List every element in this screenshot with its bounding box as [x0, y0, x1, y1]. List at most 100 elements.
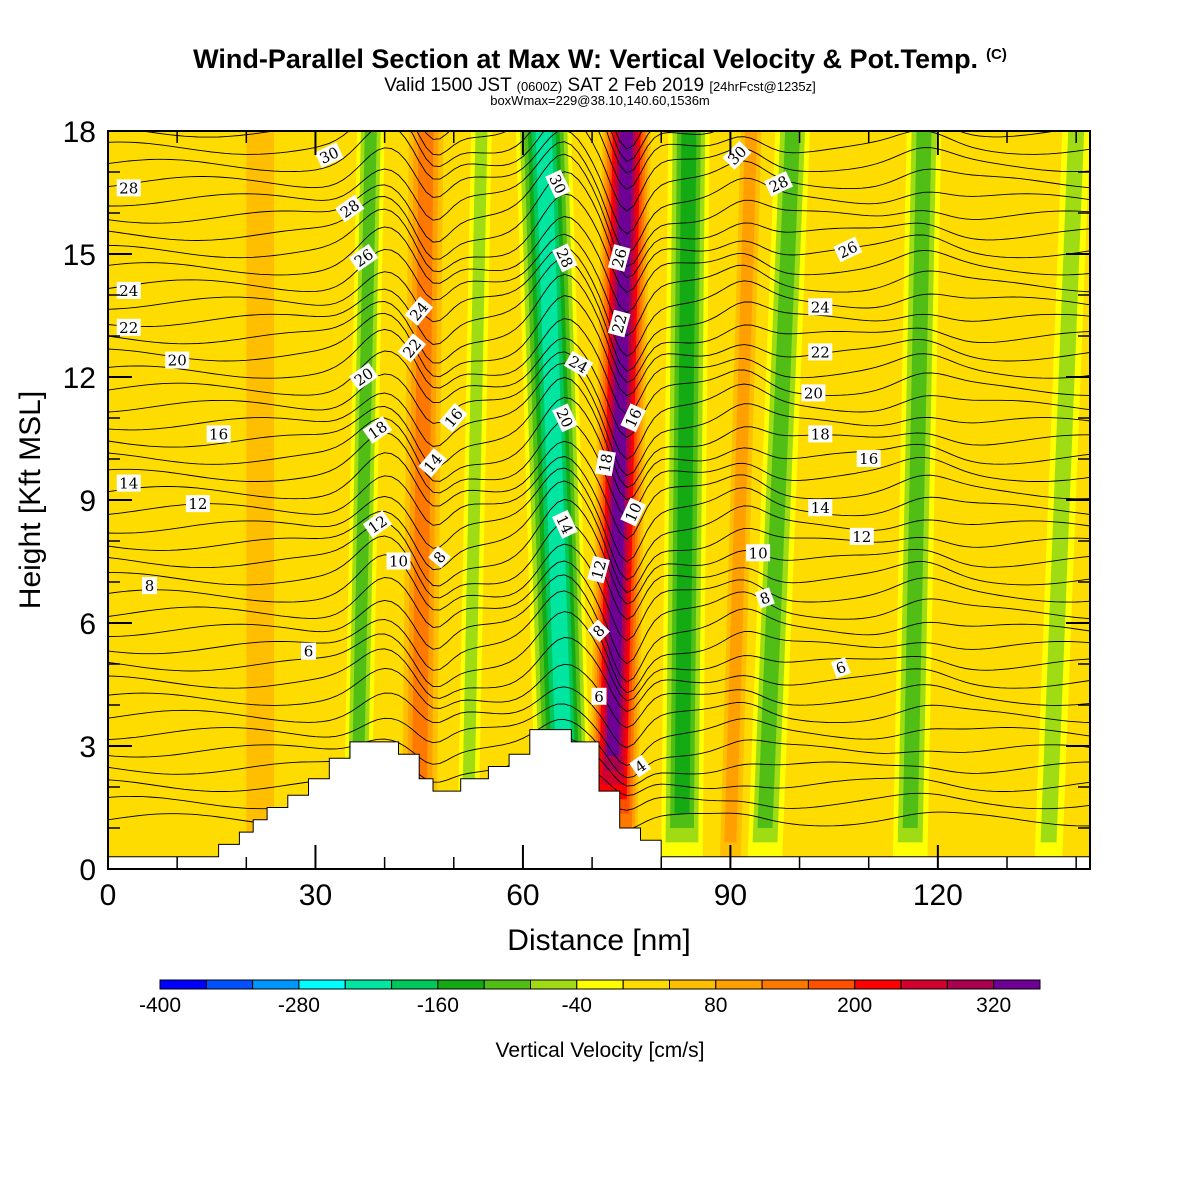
- isentrope-label-text: 28: [119, 179, 138, 197]
- isentrope-label-box: [397, 333, 427, 363]
- y-tick-label: 9: [79, 485, 96, 518]
- isentrope-label-box: [362, 416, 393, 444]
- colorbar-swatch: [807, 979, 856, 990]
- colorbar-swatch: [159, 979, 207, 990]
- isentrope-label-box: [722, 140, 752, 170]
- isentrope-label-text: 10: [389, 553, 408, 571]
- isentrope-label-box: [808, 499, 833, 517]
- colorbar-swatch: [483, 979, 532, 990]
- colorbar-tick-label: 80: [704, 994, 727, 1017]
- isentrope-line-30: [108, 246, 1090, 357]
- isentrope-label-box: [185, 495, 210, 513]
- isentrope-line-24: [108, 351, 1090, 460]
- isentrope-label-box: [552, 403, 578, 433]
- isentrope-label-box: [587, 555, 610, 584]
- isentrope-label-21: 30: [545, 169, 571, 199]
- isentrope-label-27: 8: [587, 619, 610, 643]
- velocity-band-4-level-8: [606, 131, 633, 757]
- isentrope-label-45: 10: [746, 544, 771, 562]
- colorbar-swatch: [391, 979, 439, 990]
- chart-subtitle: Valid 1500 JST (0600Z) SAT 2 Feb 2019 [2…: [0, 75, 1200, 97]
- isentrope-label-box: [620, 403, 646, 433]
- colorbar-swatch: [530, 979, 578, 990]
- colorbar-swatch: [854, 979, 902, 990]
- colorbar-swatch: [900, 979, 948, 990]
- terrain: [107, 729, 1091, 870]
- isentrope-label-text: 24: [811, 298, 830, 316]
- isentrope-label-text: 16: [209, 425, 228, 443]
- x-tick-label: 120: [913, 879, 963, 912]
- isentrope-label-text: 12: [588, 558, 610, 581]
- isentrope-label-box: [754, 587, 775, 609]
- isentrope-label-box: [563, 350, 594, 378]
- isentrope-label-text: 22: [119, 319, 138, 337]
- velocity-band-10-level-1: [246, 131, 274, 857]
- colorbar-swatch: [669, 979, 717, 990]
- y-axis-label: Height [Kft MSL]: [14, 391, 47, 609]
- isentrope-label-box: [116, 474, 141, 492]
- isentrope-label-13: 14: [116, 474, 141, 493]
- isentrope-label-box: [418, 448, 447, 478]
- isentrope-label-box: [594, 449, 616, 477]
- colorbar-tick-label: -280: [278, 994, 320, 1017]
- isentrope-label-box: [591, 687, 607, 705]
- isentrope-line-28: [108, 273, 1090, 384]
- isentrope-label-20: 6: [301, 642, 316, 661]
- isentrope-label-41: 18: [808, 425, 833, 443]
- isentrope-label-text: 6: [594, 688, 604, 706]
- isentrope-label-box: [314, 142, 344, 168]
- isentrope-label-47: 6: [830, 657, 851, 678]
- isentrope-label-box: [116, 281, 141, 299]
- isentrope-line-36: [108, 141, 1090, 254]
- isentrope-label-box: [165, 351, 190, 369]
- isentrope-line-18: [108, 456, 1090, 563]
- isentrope-label-box: [764, 171, 794, 197]
- isentrope-label-box: [856, 450, 881, 467]
- isentrope-label-8: 20: [165, 351, 190, 370]
- isentrope-label-box: [362, 510, 393, 539]
- colorbar: -400 -280 -160 -40 80 200 320: [139, 979, 1041, 1017]
- isentrope-label-box: [587, 619, 610, 643]
- isentrope-label-text: 18: [811, 425, 830, 443]
- isentrope-label-40: 20: [801, 384, 826, 402]
- isentrope-line-37: [108, 131, 1090, 235]
- colorbar-tick-label: 320: [976, 994, 1011, 1017]
- isentrope-label-box: [335, 194, 365, 223]
- chart-title: Wind-Parallel Section at Max W: Vertical…: [193, 44, 1007, 74]
- isentrope-label-box: [801, 384, 826, 402]
- subtitle-date: SAT 2 Feb 2019: [567, 75, 705, 96]
- velocity-band-7-level-2: [724, 131, 758, 843]
- isentrope-line-34: [108, 171, 1090, 279]
- isentrope-label-19: 8: [142, 577, 157, 595]
- velocity-band-8-level-3: [902, 131, 932, 828]
- isentrope-label-text: 12: [852, 528, 871, 546]
- isentrope-label-29: 26: [607, 244, 631, 272]
- isentrope-label-box: [301, 642, 316, 660]
- isentrope-line-23: [108, 362, 1090, 477]
- isentrope-label-text: 16: [859, 450, 878, 468]
- isentrope-line-29: [108, 257, 1090, 372]
- isentrope-line-15: [108, 498, 1090, 605]
- isentrope-label-44: 12: [849, 527, 874, 546]
- x-tick-label: 30: [299, 879, 332, 912]
- x-tick-label: 60: [506, 879, 539, 912]
- isentrope-label-box: [808, 298, 833, 316]
- isentrope-label-38: 24: [808, 298, 833, 316]
- isentrope-label-42: 16: [856, 450, 881, 468]
- isentrope-label-box: [746, 544, 771, 562]
- isentrope-label-box: [849, 527, 874, 545]
- isentrope-line-21: [108, 396, 1090, 501]
- colorbar-swatch: [622, 979, 671, 990]
- isentrope-line-16: [108, 480, 1090, 594]
- isentrope-label-text: 18: [595, 452, 616, 474]
- isentrope-line-6: [108, 686, 1090, 749]
- isentrope-line-38: [108, 131, 1090, 212]
- isentrope-line-32: [108, 216, 1090, 314]
- isentrope-label-box: [808, 425, 833, 443]
- colorbar-swatch: [252, 979, 300, 990]
- y-tick-label: 3: [79, 731, 96, 764]
- colorbar-swatch: [576, 979, 624, 990]
- isentrope-label-26: 12: [587, 555, 610, 584]
- isentrope-label-15: 12: [185, 495, 210, 513]
